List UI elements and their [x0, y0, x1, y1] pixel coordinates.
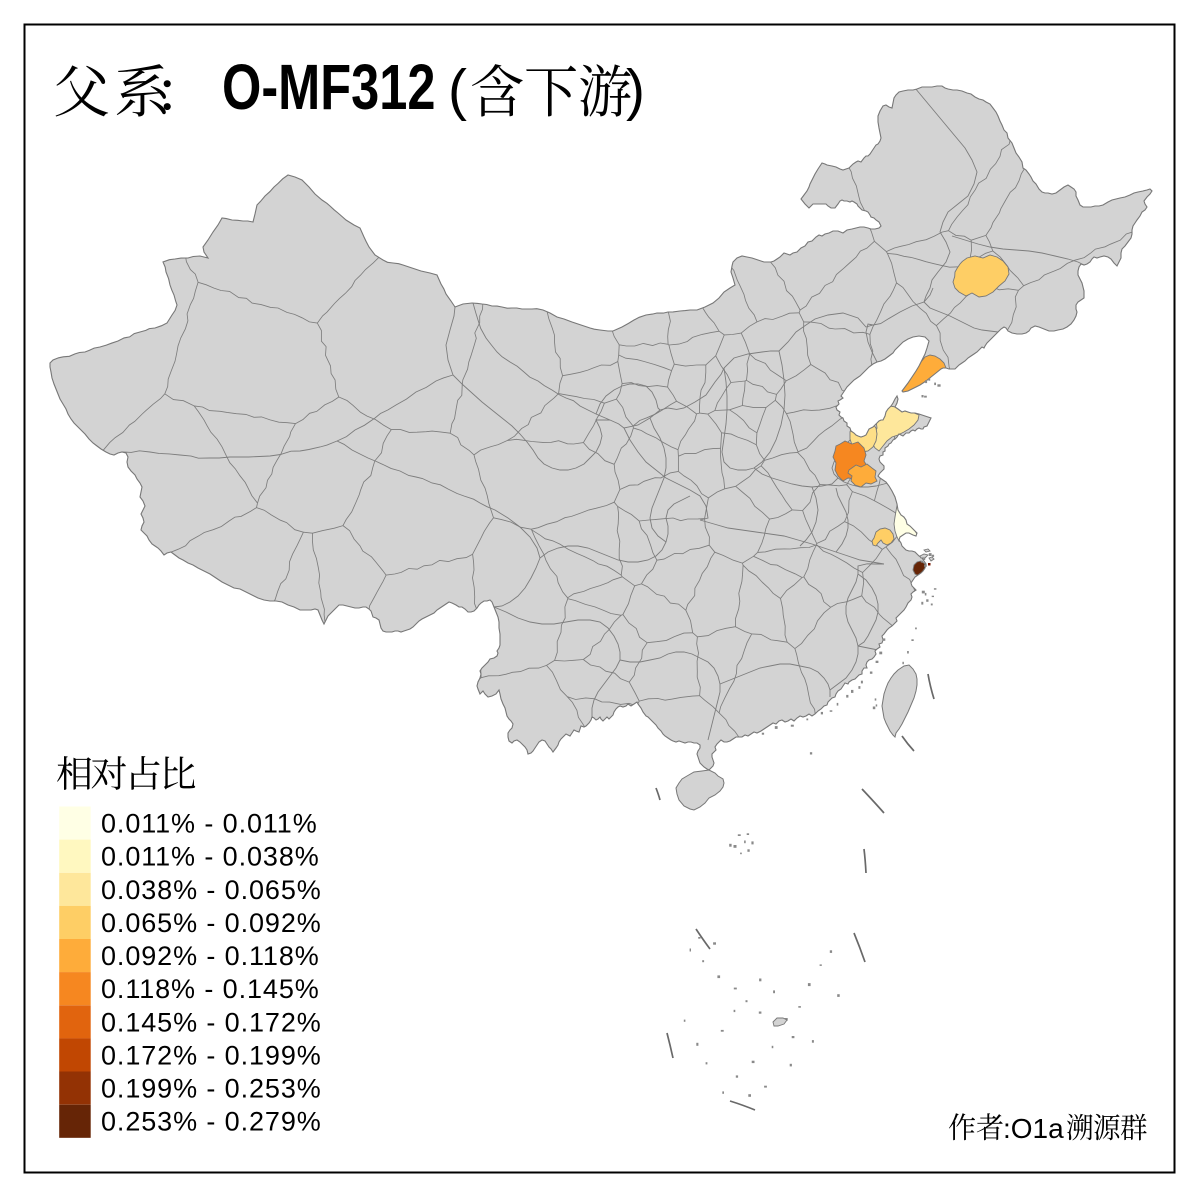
svg-text:O-MF312: O-MF312	[222, 52, 435, 123]
svg-text:0.172% - 0.199%: 0.172% - 0.199%	[101, 1041, 322, 1071]
svg-text:0.092% - 0.118%: 0.092% - 0.118%	[101, 941, 320, 971]
svg-text:0.011% - 0.011%: 0.011% - 0.011%	[101, 809, 318, 839]
svg-text:0.011% - 0.038%: 0.011% - 0.038%	[101, 842, 320, 872]
svg-text:0.253% - 0.279%: 0.253% - 0.279%	[101, 1107, 322, 1137]
svg-text:0.065% - 0.092%: 0.065% - 0.092%	[101, 908, 322, 938]
svg-text:0.145% - 0.172%: 0.145% - 0.172%	[101, 1007, 322, 1037]
svg-text::O1a: :O1a	[1003, 1113, 1064, 1144]
svg-text:0.118% - 0.145%: 0.118% - 0.145%	[101, 974, 320, 1004]
svg-text:0.038% - 0.065%: 0.038% - 0.065%	[101, 875, 322, 905]
svg-text:(: (	[448, 58, 467, 122]
svg-text:0.199% - 0.253%: 0.199% - 0.253%	[101, 1074, 322, 1104]
svg-text:): )	[626, 58, 645, 122]
